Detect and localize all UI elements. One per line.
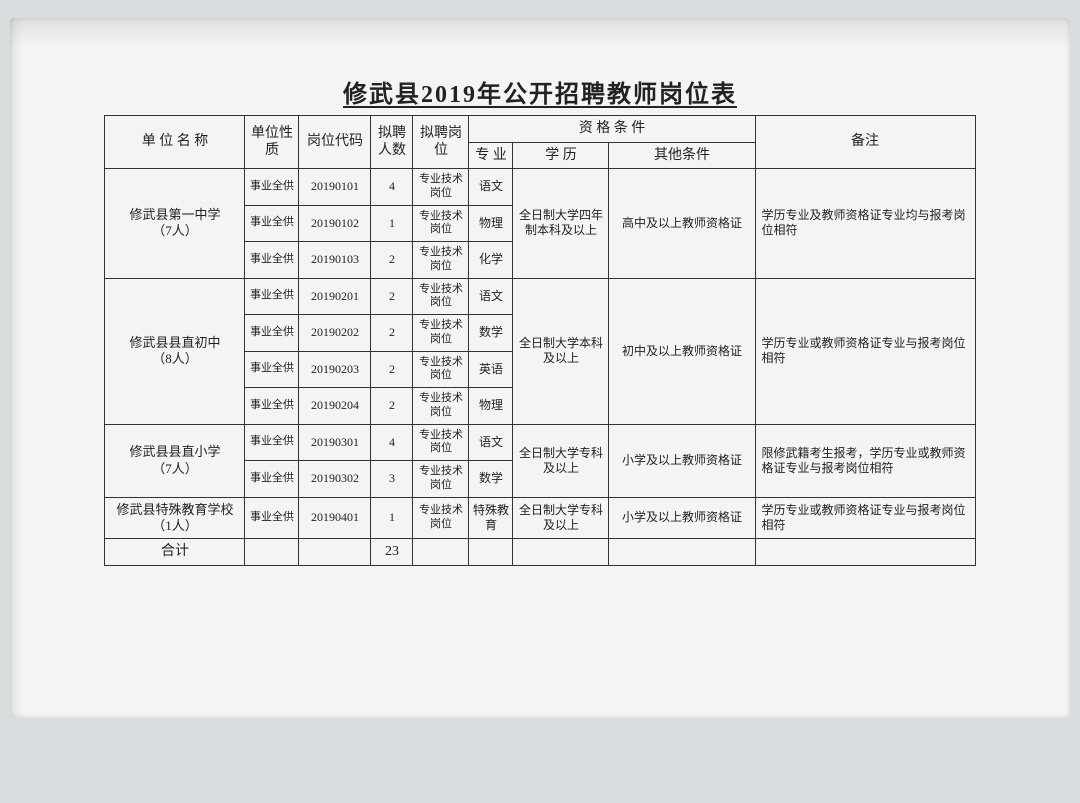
cell-code: 20190204 (299, 388, 371, 425)
cell-remark: 学历专业或教师资格证专业与报考岗位相符 (755, 278, 975, 424)
cell-major: 数学 (469, 315, 513, 352)
cell-post: 专业技术岗位 (413, 351, 469, 388)
header-row-1: 单 位 名 称 单位性质 岗位代码 拟聘人数 拟聘岗位 资 格 条 件 备注 (105, 116, 975, 143)
cell-count: 4 (371, 169, 413, 206)
cell-total-count: 23 (371, 539, 413, 566)
th-unit: 单 位 名 称 (105, 116, 245, 169)
cell-edu: 全日制大学专科及以上 (513, 424, 609, 497)
table-row: 修武县特殊教育学校（1人）事业全供201904011专业技术岗位特殊教育全日制大… (105, 497, 975, 539)
cell-major: 数学 (469, 461, 513, 498)
cell-post: 专业技术岗位 (413, 205, 469, 242)
cell-major: 英语 (469, 351, 513, 388)
cell-nature: 事业全供 (245, 388, 299, 425)
cell-nature: 事业全供 (245, 242, 299, 279)
cell-remark: 学历专业及教师资格证专业均与报考岗位相符 (755, 169, 975, 279)
cell-code: 20190103 (299, 242, 371, 279)
cell-unit: 修武县第一中学（7人） (105, 169, 245, 279)
table-head: 单 位 名 称 单位性质 岗位代码 拟聘人数 拟聘岗位 资 格 条 件 备注 专… (105, 116, 975, 169)
th-remark: 备注 (755, 116, 975, 169)
cell-unit: 修武县县直初中（8人） (105, 278, 245, 424)
cell-code: 20190202 (299, 315, 371, 352)
cell-edu: 全日制大学专科及以上 (513, 497, 609, 539)
cell-code: 20190201 (299, 278, 371, 315)
cell-other: 初中及以上教师资格证 (609, 278, 755, 424)
cell-code: 20190401 (299, 497, 371, 539)
cell-post: 专业技术岗位 (413, 169, 469, 206)
cell-unit: 修武县特殊教育学校（1人） (105, 497, 245, 539)
th-code: 岗位代码 (299, 116, 371, 169)
cell-nature: 事业全供 (245, 169, 299, 206)
cell-post: 专业技术岗位 (413, 497, 469, 539)
cell-other: 小学及以上教师资格证 (609, 424, 755, 497)
cell-post: 专业技术岗位 (413, 461, 469, 498)
cell-empty (245, 539, 299, 566)
cell-unit: 修武县县直小学（7人） (105, 424, 245, 497)
cell-count: 1 (371, 205, 413, 242)
cell-count: 2 (371, 242, 413, 279)
cell-major: 语文 (469, 169, 513, 206)
th-other: 其他条件 (609, 142, 755, 169)
cell-post: 专业技术岗位 (413, 424, 469, 461)
cell-nature: 事业全供 (245, 497, 299, 539)
cell-empty (469, 539, 513, 566)
cell-empty (513, 539, 609, 566)
scan-shadow (10, 18, 24, 718)
cell-nature: 事业全供 (245, 424, 299, 461)
cell-post: 专业技术岗位 (413, 388, 469, 425)
cell-post: 专业技术岗位 (413, 315, 469, 352)
cell-count: 2 (371, 278, 413, 315)
cell-nature: 事业全供 (245, 205, 299, 242)
cell-empty (609, 539, 755, 566)
cell-empty (413, 539, 469, 566)
cell-edu: 全日制大学本科及以上 (513, 278, 609, 424)
cell-code: 20190101 (299, 169, 371, 206)
table-row: 修武县第一中学（7人）事业全供201901014专业技术岗位语文全日制大学四年制… (105, 169, 975, 206)
cell-major: 化学 (469, 242, 513, 279)
table-row: 修武县县直初中（8人）事业全供201902012专业技术岗位语文全日制大学本科及… (105, 278, 975, 315)
cell-major: 物理 (469, 205, 513, 242)
recruitment-table: 单 位 名 称 单位性质 岗位代码 拟聘人数 拟聘岗位 资 格 条 件 备注 专… (104, 115, 975, 566)
cell-remark: 限修武籍考生报考，学历专业或教师资格证专业与报考岗位相符 (755, 424, 975, 497)
th-major: 专 业 (469, 142, 513, 169)
cell-count: 4 (371, 424, 413, 461)
page-title: 修武县2019年公开招聘教师岗位表 (10, 18, 1070, 115)
cell-major: 语文 (469, 424, 513, 461)
th-nature: 单位性质 (245, 116, 299, 169)
cell-count: 2 (371, 351, 413, 388)
cell-post: 专业技术岗位 (413, 242, 469, 279)
cell-other: 高中及以上教师资格证 (609, 169, 755, 279)
th-count: 拟聘人数 (371, 116, 413, 169)
cell-nature: 事业全供 (245, 461, 299, 498)
cell-empty (299, 539, 371, 566)
total-row: 合计 23 (105, 539, 975, 566)
cell-code: 20190302 (299, 461, 371, 498)
cell-empty (755, 539, 975, 566)
cell-count: 1 (371, 497, 413, 539)
cell-code: 20190301 (299, 424, 371, 461)
cell-total-label: 合计 (105, 539, 245, 566)
cell-count: 2 (371, 315, 413, 352)
th-qual-group: 资 格 条 件 (469, 116, 755, 143)
scan-page: 修武县2019年公开招聘教师岗位表 单 位 名 称 单位性质 岗位代码 拟聘人数… (10, 18, 1070, 718)
cell-count: 3 (371, 461, 413, 498)
cell-code: 20190102 (299, 205, 371, 242)
cell-major: 物理 (469, 388, 513, 425)
th-post: 拟聘岗位 (413, 116, 469, 169)
table-body: 修武县第一中学（7人）事业全供201901014专业技术岗位语文全日制大学四年制… (105, 169, 975, 566)
cell-major: 语文 (469, 278, 513, 315)
th-edu: 学 历 (513, 142, 609, 169)
cell-major: 特殊教育 (469, 497, 513, 539)
cell-nature: 事业全供 (245, 315, 299, 352)
cell-other: 小学及以上教师资格证 (609, 497, 755, 539)
cell-count: 2 (371, 388, 413, 425)
cell-edu: 全日制大学四年制本科及以上 (513, 169, 609, 279)
cell-nature: 事业全供 (245, 278, 299, 315)
cell-nature: 事业全供 (245, 351, 299, 388)
cell-post: 专业技术岗位 (413, 278, 469, 315)
cell-code: 20190203 (299, 351, 371, 388)
cell-remark: 学历专业或教师资格证专业与报考岗位相符 (755, 497, 975, 539)
table-row: 修武县县直小学（7人）事业全供201903014专业技术岗位语文全日制大学专科及… (105, 424, 975, 461)
